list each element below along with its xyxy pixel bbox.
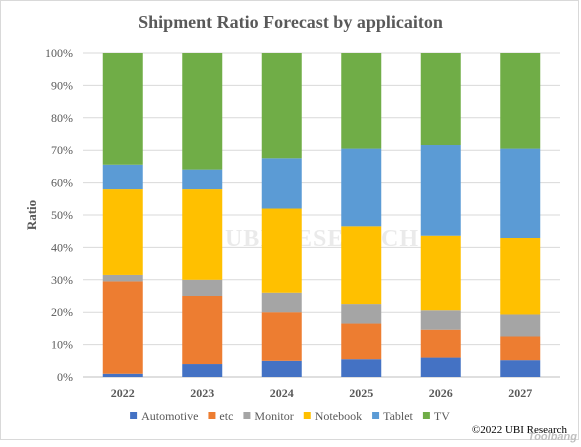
legend-label: Monitor: [254, 409, 293, 423]
chart-title: Shipment Ratio Forecast by applicaiton: [138, 12, 443, 32]
bar-segment-monitor: [261, 292, 302, 313]
bar-segment-automotive: [102, 373, 143, 377]
bar-segment-tablet: [420, 145, 461, 236]
x-tick-label: 2023: [190, 386, 214, 400]
bar-segment-notebook: [102, 189, 143, 275]
bar-segment-automotive: [182, 364, 223, 377]
bar-segment-notebook: [420, 235, 461, 311]
x-tick-label: 2025: [349, 386, 373, 400]
bar-segment-etc: [500, 336, 541, 361]
copyright-credit: ©2022 UBI Research: [471, 424, 567, 436]
bar-segment-tablet: [341, 148, 382, 227]
bar-segment-notebook: [182, 189, 223, 280]
y-tick-label: 60%: [51, 176, 73, 190]
bar-segment-tv: [420, 53, 461, 146]
bar-segment-tablet: [261, 158, 302, 209]
y-tick-label: 30%: [51, 273, 73, 287]
legend-swatch: [208, 412, 216, 419]
y-tick-label: 80%: [51, 111, 73, 125]
legend-swatch: [303, 412, 311, 419]
bar-segment-automotive: [500, 360, 541, 377]
y-tick-label: 100%: [45, 46, 73, 60]
bar-segment-automotive: [420, 357, 461, 377]
x-tick-label: 2024: [270, 386, 294, 400]
y-tick-label: 90%: [51, 78, 73, 92]
bar-segment-etc: [261, 312, 302, 361]
legend-label: TV: [434, 409, 450, 423]
bar-segment-tablet: [500, 148, 541, 239]
y-axis-title: Ratio: [24, 200, 39, 230]
bar-segment-automotive: [261, 360, 302, 377]
legend-swatch: [422, 412, 430, 419]
y-tick-label: 50%: [51, 208, 73, 222]
legend-swatch: [372, 412, 380, 419]
bar-segment-notebook: [341, 226, 382, 305]
bar-segment-etc: [341, 323, 382, 360]
bar-segment-tv: [182, 53, 223, 170]
legend-label: Notebook: [315, 409, 362, 423]
bar-segment-tablet: [102, 164, 143, 190]
y-tick-label: 20%: [51, 305, 73, 319]
legend-label: Tablet: [383, 409, 413, 423]
legend-label: etc: [219, 409, 233, 423]
bar-segment-etc: [420, 329, 461, 358]
bar-segment-automotive: [341, 359, 382, 377]
x-tick-label: 2026: [429, 386, 453, 400]
bar-segment-etc: [182, 296, 223, 365]
y-tick-label: 10%: [51, 338, 73, 352]
bar-segment-monitor: [102, 274, 143, 282]
bar-segment-monitor: [500, 314, 541, 337]
corner-watermark: Toolbang: [527, 431, 577, 443]
bar-segment-monitor: [420, 310, 461, 330]
legend-label: Automotive: [141, 409, 198, 423]
bar-segment-tv: [341, 53, 382, 149]
legend-swatch: [130, 412, 138, 419]
bar-segment-monitor: [182, 279, 223, 296]
y-tick-label: 40%: [51, 240, 73, 254]
bar-segment-tv: [102, 53, 143, 165]
bar-segment-monitor: [341, 304, 382, 324]
bar-segment-etc: [102, 281, 143, 374]
legend-swatch: [243, 412, 251, 419]
bar-segment-notebook: [500, 238, 541, 315]
x-tick-label: 2027: [508, 386, 532, 400]
x-tick-label: 2022: [111, 386, 135, 400]
y-tick-label: 70%: [51, 143, 73, 157]
y-tick-label: 0%: [57, 370, 73, 384]
bar-segment-tv: [261, 53, 302, 159]
bar-segment-tablet: [182, 169, 223, 190]
bar-segment-notebook: [261, 208, 302, 293]
bar-segment-tv: [500, 53, 541, 149]
watermark-text: UBI RESEARCH: [225, 226, 419, 252]
